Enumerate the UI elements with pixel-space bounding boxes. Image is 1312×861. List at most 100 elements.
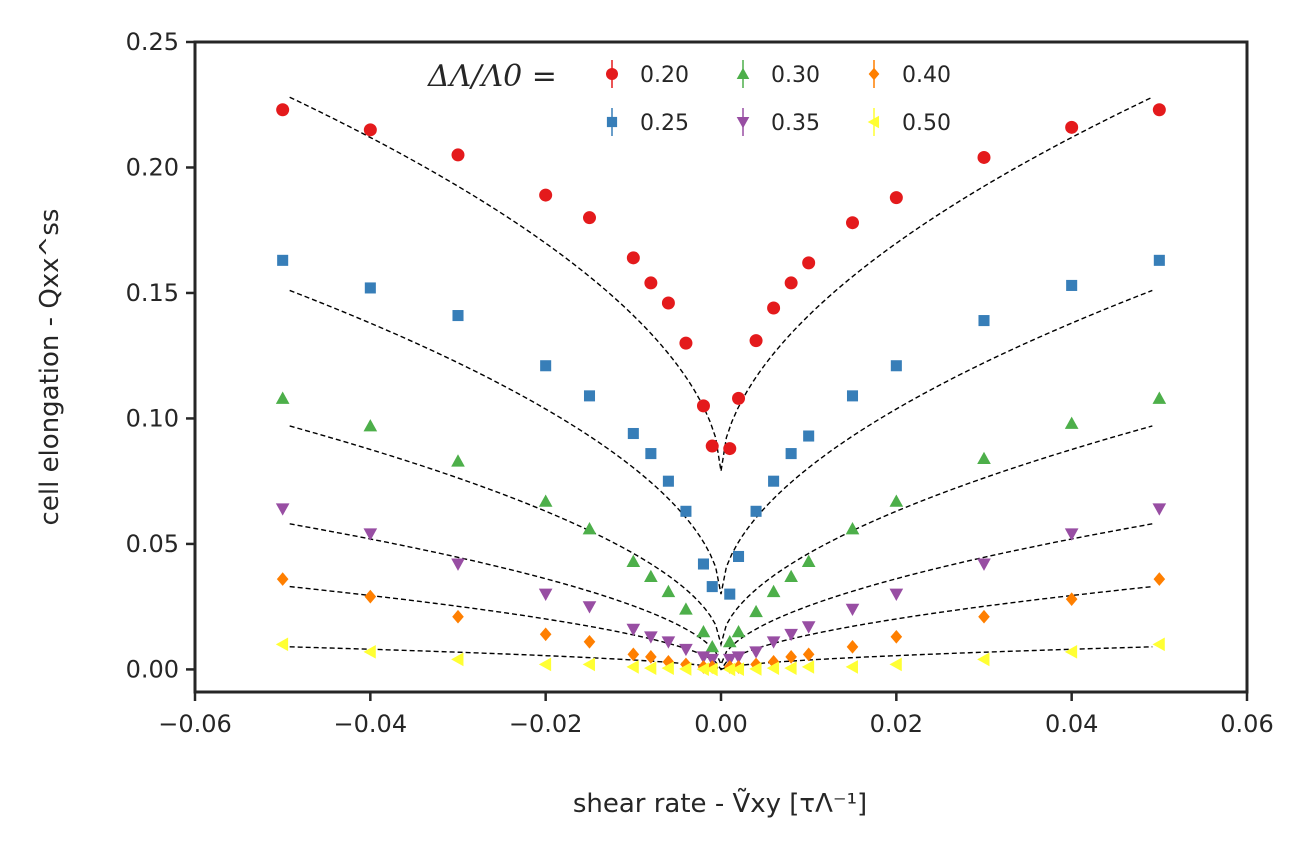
point-0.40 xyxy=(364,589,377,604)
point-0.50 xyxy=(451,652,464,667)
point-0.40 xyxy=(1065,592,1078,606)
legend-label: 0.50 xyxy=(902,111,951,136)
point-0.50 xyxy=(679,662,692,676)
point-0.35 xyxy=(722,653,737,667)
point-0.35 xyxy=(977,558,991,571)
point-0.25 xyxy=(1153,254,1165,266)
point-0.30 xyxy=(784,569,798,583)
fit-curves xyxy=(289,96,1153,671)
point-0.25 xyxy=(583,390,596,402)
point-0.50 xyxy=(696,662,709,676)
point-0.25 xyxy=(846,390,859,402)
point-0.50 xyxy=(977,652,990,667)
point-0.50 xyxy=(889,657,902,672)
point-0.20 xyxy=(276,103,290,117)
point-0.25 xyxy=(978,315,990,327)
point-0.20 xyxy=(626,251,640,265)
point-0.50 xyxy=(801,660,815,674)
point-0.20 xyxy=(767,301,781,315)
point-0.40 xyxy=(645,650,657,664)
point-0.35 xyxy=(679,643,693,657)
y-tick-label: 0.20 xyxy=(126,153,179,181)
point-0.50 xyxy=(644,661,657,675)
legend-label: 0.20 xyxy=(640,63,689,88)
point-0.20 xyxy=(679,336,693,350)
point-0.20 xyxy=(661,296,675,310)
x-tick-label: 0.06 xyxy=(1220,710,1273,738)
legend-title: ΔΛ/Λ0 = xyxy=(427,59,557,94)
point-0.20 xyxy=(1065,120,1079,134)
point-0.30 xyxy=(679,602,693,615)
point-0.30 xyxy=(626,554,641,567)
point-0.35 xyxy=(801,621,816,634)
point-0.20 xyxy=(784,276,798,290)
fit-0.30-line xyxy=(289,425,1153,647)
point-0.35 xyxy=(451,558,465,571)
point-0.30 xyxy=(696,624,711,638)
point-0.40 xyxy=(802,647,815,662)
point-0.35 xyxy=(538,588,553,601)
point-0.35 xyxy=(661,636,676,649)
point-0.40 xyxy=(978,609,990,624)
x-tick-label: −0.04 xyxy=(334,710,408,738)
fit-0.25-line xyxy=(289,289,1153,595)
point-0.25 xyxy=(706,581,718,593)
point-0.25 xyxy=(803,430,815,442)
point-0.50 xyxy=(275,637,289,652)
point-0.50 xyxy=(845,660,858,674)
point-0.20 xyxy=(977,150,991,164)
point-0.20 xyxy=(1152,103,1166,117)
point-0.25 xyxy=(750,505,762,517)
point-0.20 xyxy=(696,399,710,413)
legend: ΔΛ/Λ0 = 0.20 0.25 0.30 0.35 0.40 0.50 xyxy=(427,59,951,136)
point-0.35 xyxy=(582,601,597,614)
point-0.30 xyxy=(644,569,658,583)
point-0.35 xyxy=(363,528,378,541)
point-0.50 xyxy=(1064,645,1078,659)
y-tick-label: 0.05 xyxy=(126,530,179,558)
point-0.25 xyxy=(627,427,639,440)
point-0.20 xyxy=(889,191,903,205)
point-0.50 xyxy=(722,662,736,677)
point-0.30 xyxy=(1152,391,1167,404)
point-0.20 xyxy=(749,334,763,348)
point-0.20 xyxy=(732,391,746,405)
y-axis: 0.00 0.05 0.10 0.15 0.20 0.25 xyxy=(126,28,195,683)
point-0.30 xyxy=(705,640,720,653)
point-0.50 xyxy=(749,662,762,676)
point-0.40 xyxy=(539,627,552,642)
point-0.35 xyxy=(889,588,904,601)
legend-label: 0.35 xyxy=(771,111,820,136)
point-0.35 xyxy=(275,503,290,516)
point-0.25 xyxy=(645,448,657,460)
point-0.40 xyxy=(583,634,596,649)
legend-marker-0.25 xyxy=(606,116,618,128)
point-0.25 xyxy=(697,558,709,570)
point-0.20 xyxy=(539,188,553,202)
point-0.35 xyxy=(626,623,641,637)
point-0.25 xyxy=(890,360,902,372)
point-0.50 xyxy=(731,662,744,676)
point-0.20 xyxy=(846,216,859,230)
point-0.25 xyxy=(768,475,780,487)
point-0.40 xyxy=(846,640,859,654)
point-0.30 xyxy=(845,522,860,535)
point-0.20 xyxy=(644,276,658,290)
point-0.25 xyxy=(680,505,692,517)
point-0.50 xyxy=(363,645,376,659)
point-0.30 xyxy=(801,554,816,567)
legend-label: 0.30 xyxy=(771,63,820,88)
point-0.20 xyxy=(363,123,377,137)
point-0.25 xyxy=(733,550,745,563)
point-0.50 xyxy=(766,661,780,675)
y-tick-label: 0.10 xyxy=(126,404,179,432)
point-0.40 xyxy=(1153,572,1166,586)
point-0.30 xyxy=(451,454,465,467)
y-tick-label: 0.15 xyxy=(126,279,179,307)
point-0.30 xyxy=(722,634,737,648)
point-0.35 xyxy=(1152,503,1167,516)
point-0.35 xyxy=(705,653,720,667)
x-tick-label: −0.06 xyxy=(158,710,232,738)
point-0.25 xyxy=(277,254,289,266)
point-0.30 xyxy=(1064,416,1079,429)
